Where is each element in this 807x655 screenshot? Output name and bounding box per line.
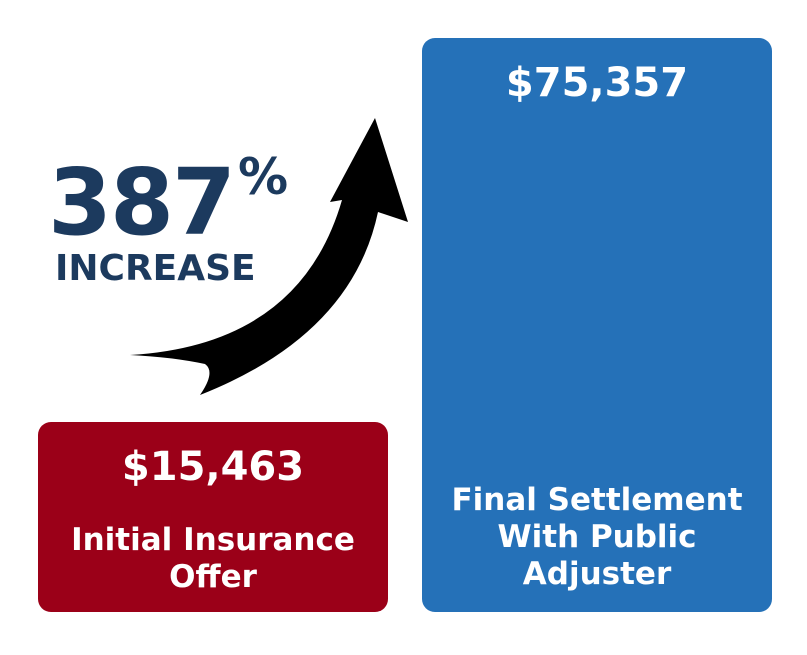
increase-value: 387 — [48, 149, 236, 256]
curved-arrow — [130, 118, 408, 395]
increase-label: INCREASE — [55, 248, 256, 289]
final-settlement-box: $75,357 Final Settlement With Public Adj… — [422, 38, 772, 612]
initial-amount: $15,463 — [121, 444, 305, 490]
final-label: Final Settlement With Public Adjuster — [451, 482, 743, 592]
increase-unit: % — [238, 148, 289, 206]
initial-offer-box: $15,463 Initial Insurance Offer — [38, 422, 388, 612]
final-amount: $75,357 — [505, 60, 689, 106]
initial-label: Initial Insurance Offer — [71, 522, 355, 595]
increase-percent: 387% — [48, 148, 288, 256]
